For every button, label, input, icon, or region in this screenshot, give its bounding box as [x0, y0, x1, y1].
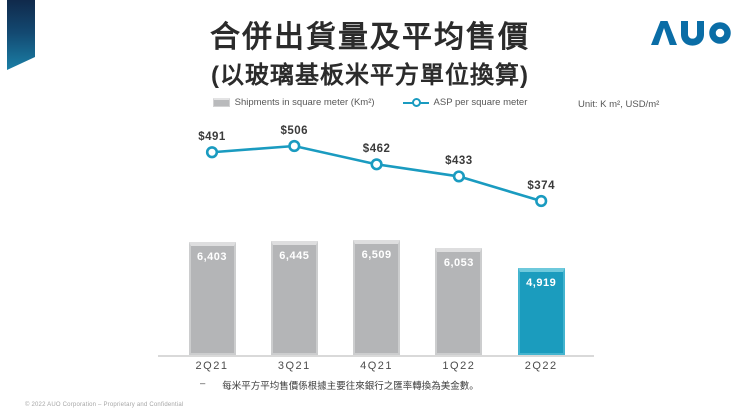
footnote-text: 每米平方平均售價係根據主要往來銀行之匯率轉換為美金數。 — [222, 381, 479, 392]
footnote-dash: – — [200, 378, 206, 389]
line-marker — [452, 170, 466, 183]
copyright: © 2022 AUO Corporation – Proprietary and… — [25, 402, 184, 408]
bar-1Q22: 6,053 — [435, 248, 483, 355]
asp-value-label: $462 — [362, 143, 391, 156]
unit-label: Unit: K m², USD/m² — [578, 99, 660, 110]
slide-title: 合併出貨量及平均售價 — [210, 21, 530, 54]
line-marker — [370, 158, 383, 171]
logo-letter-a — [651, 21, 677, 45]
logo-letter-o — [709, 22, 731, 44]
x-axis-label-4Q21: 4Q21 — [360, 360, 394, 372]
footnote: – 每米平方平均售價係根據主要往來銀行之匯率轉換為美金數。 — [200, 378, 479, 392]
decorative-ribbon — [7, 0, 35, 70]
x-axis-label-2Q22: 2Q22 — [524, 360, 558, 372]
asp-value-label: $374 — [527, 180, 555, 192]
x-axis-label-3Q21: 3Q21 — [277, 360, 311, 372]
asp-value-label: $433 — [445, 155, 473, 168]
legend-item-shipments: Shipments in square meter (Km²) — [212, 97, 375, 108]
bar-value-label: 6,509 — [361, 249, 392, 261]
bar-2Q21: 6,403 — [188, 242, 236, 355]
x-axis-label-2Q21: 2Q21 — [195, 360, 229, 372]
slide-subtitle: (以玻璃基板米平方單位換算) — [211, 62, 529, 89]
legend-asp-label: ASP per square meter — [433, 97, 528, 108]
bar-value-label: 6,445 — [279, 250, 310, 262]
bar-4Q21: 6,509 — [353, 240, 401, 355]
bar-2Q22: 4,919 — [517, 268, 565, 355]
line-marker — [535, 194, 548, 208]
line-swatch-icon — [402, 98, 429, 107]
asp-value-label: $491 — [198, 131, 226, 144]
x-axis-line — [158, 355, 594, 357]
bar-swatch-icon — [212, 98, 230, 107]
line-marker — [288, 139, 301, 153]
auo-logo — [651, 21, 731, 46]
bar-value-label: 6,053 — [443, 257, 474, 269]
bar-value-label: 6,403 — [196, 251, 228, 263]
legend-shipments-label: Shipments in square meter (Km²) — [234, 97, 375, 108]
bar-value-label: 4,919 — [526, 277, 557, 289]
chart-legend: Shipments in square meter (Km²) ASP per … — [0, 97, 740, 108]
x-axis-label-1Q22: 1Q22 — [442, 360, 476, 372]
asp-value-label: $506 — [280, 125, 309, 137]
bar-3Q21: 6,445 — [270, 241, 318, 355]
line-marker — [205, 146, 219, 159]
logo-letter-u — [681, 21, 704, 46]
legend-item-asp: ASP per square meter — [402, 97, 528, 108]
